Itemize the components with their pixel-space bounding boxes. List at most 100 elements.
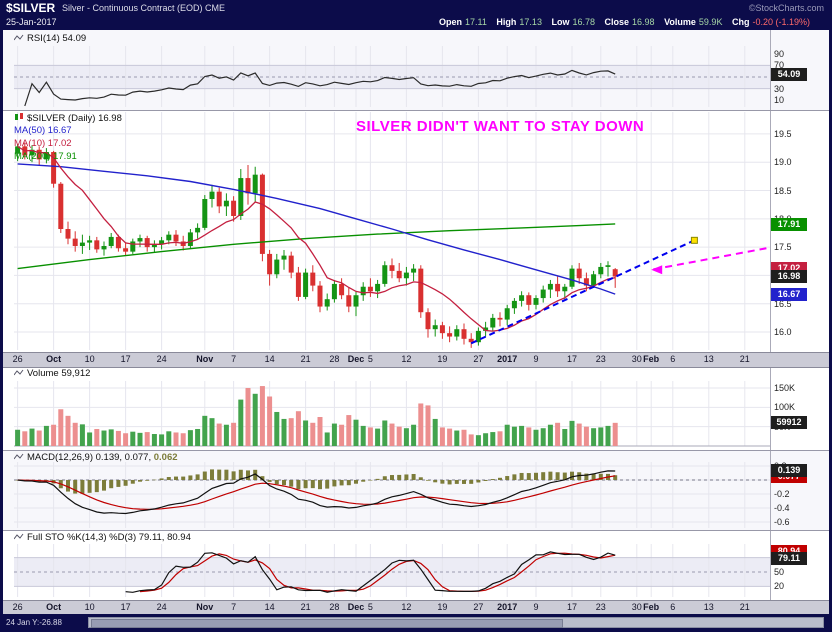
date-label-month: Nov — [196, 602, 214, 612]
date-label-month: Feb — [643, 602, 660, 612]
date-label: 5 — [367, 602, 373, 612]
close-label: Close — [604, 17, 630, 27]
price-legend-ma50: MA(50) 16.67 — [14, 125, 72, 136]
chg-label: Chg — [731, 17, 750, 27]
date-label-month: Oct — [46, 602, 62, 612]
macd-panel — [3, 450, 829, 530]
symbol-ticker: $SILVER — [6, 1, 56, 15]
date-label-month: 2017 — [497, 354, 518, 364]
volume-label: Volume — [664, 17, 696, 27]
date-label: 26 — [12, 602, 23, 612]
chart-annotation-text: SILVER DIDN'T WANT TO STAY DOWN — [356, 118, 645, 135]
date-label: 14 — [264, 354, 275, 364]
macd-histogram-value: 0.062 — [153, 452, 178, 463]
symbol-description: Silver - Continuous Contract (EOD) CME — [62, 3, 226, 13]
ma50-value-box: 16.67 — [771, 288, 807, 301]
date-label-month: Nov — [196, 354, 214, 364]
indicator-icon — [13, 453, 24, 464]
date-label: 17 — [566, 602, 577, 612]
panel-divider — [3, 530, 829, 531]
date-label: 23 — [595, 602, 606, 612]
high-label: High — [496, 17, 517, 27]
volume-legend: Volume 59,912 — [13, 368, 90, 380]
macd-legend: MACD(12,26,9) 0.139, 0.077, 0.062 — [13, 452, 178, 464]
ma200-value-box: 17.91 — [771, 218, 807, 231]
low-value: 16.78 — [572, 17, 595, 27]
date-label: 21 — [739, 354, 750, 364]
horizontal-scrollbar-track[interactable] — [88, 617, 824, 628]
date-label-month: Oct — [46, 354, 62, 364]
rsi-legend: RSI(14) 54.09 — [13, 33, 86, 45]
date-label: 6 — [670, 354, 676, 364]
date-label: 14 — [264, 602, 275, 612]
date-label: 17 — [120, 602, 131, 612]
date-label-month: Dec — [347, 602, 365, 612]
close-value: 16.98 — [632, 17, 655, 27]
volume-value: 59.9K — [698, 17, 723, 27]
sto-k-value-box: 79.11 — [771, 552, 807, 565]
panel-divider — [3, 110, 829, 111]
open-value: 17.11 — [465, 17, 487, 27]
chart-date: 25-Jan-2017 — [6, 17, 57, 27]
date-label: 7 — [231, 354, 237, 364]
date-label: 19 — [437, 602, 448, 612]
date-label: 13 — [703, 602, 714, 612]
date-label: 21 — [739, 602, 750, 612]
date-label: 28 — [329, 354, 340, 364]
price-legend-ma200: MA(200) 17.91 — [14, 151, 77, 162]
chart-footer: 24 Jan Y:-26.88 — [0, 614, 832, 632]
date-label: 9 — [533, 602, 539, 612]
crosshair-readout: 24 Jan Y:-26.88 — [6, 618, 62, 627]
date-label: 6 — [670, 602, 676, 612]
date-axis-upper: 26 Oct 10 17 24 Nov 7 14 21 28 Dec 5 12 19 27 2017 9 17 23… — [3, 352, 829, 368]
indicator-icon — [13, 533, 24, 544]
date-label: 28 — [329, 602, 340, 612]
rsi-value-box: 54.09 — [771, 68, 807, 81]
date-label: 10 — [84, 354, 95, 364]
right-border — [829, 0, 832, 632]
date-label: 10 — [84, 602, 95, 612]
date-label-month: 2017 — [497, 602, 518, 612]
date-label: 27 — [473, 602, 484, 612]
date-label: 19 — [437, 354, 448, 364]
horizontal-scrollbar-thumb[interactable] — [91, 619, 563, 628]
date-label-month: Feb — [643, 354, 660, 364]
open-label: Open — [439, 17, 463, 27]
date-label: 17 — [120, 354, 131, 364]
date-axis-lower: 26 Oct 10 17 24 Nov 7 14 21 28 Dec 5 12 19 27 2017 9 17 23… — [3, 600, 829, 616]
date-label: 13 — [703, 354, 714, 364]
date-label: 30 — [631, 602, 642, 612]
date-label: 23 — [595, 354, 606, 364]
close-value-box: 16.98 — [771, 270, 807, 283]
date-label: 12 — [401, 354, 412, 364]
date-label: 21 — [300, 602, 311, 612]
stochastics-legend: Full STO %K(14,3) %D(3) 79.11, 80.94 — [13, 532, 191, 544]
high-value: 17.13 — [519, 17, 542, 27]
candlestick-icon — [14, 112, 24, 125]
date-label: 21 — [300, 354, 311, 364]
low-label: Low — [551, 17, 570, 27]
macd-line-value-box: 0.139 — [771, 464, 807, 477]
date-label: 12 — [401, 602, 412, 612]
price-panel — [3, 110, 829, 352]
indicator-icon — [13, 369, 24, 380]
stockcharts-credit: ©StockCharts.com — [748, 3, 824, 13]
date-label: 27 — [473, 354, 484, 364]
price-legend-symbol: $SILVER (Daily) 16.98 — [14, 112, 122, 125]
volume-value-box: 59912 — [771, 416, 807, 429]
left-border — [0, 0, 3, 632]
indicator-icon — [13, 34, 24, 45]
date-label: 9 — [533, 354, 539, 364]
date-label: 7 — [231, 602, 237, 612]
chg-value: -0.20 (-1.19%) — [752, 17, 810, 27]
date-label: 30 — [631, 354, 642, 364]
quote-summary: Open 17.11 High 17.13 Low 16.78 Close 16.98 … — [432, 17, 810, 27]
price-legend-ma10: MA(10) 17.02 — [14, 138, 72, 149]
date-label: 17 — [566, 354, 577, 364]
panel-divider — [3, 450, 829, 451]
date-label-month: Dec — [347, 354, 365, 364]
date-label: 26 — [12, 354, 23, 364]
date-label: 5 — [367, 354, 373, 364]
